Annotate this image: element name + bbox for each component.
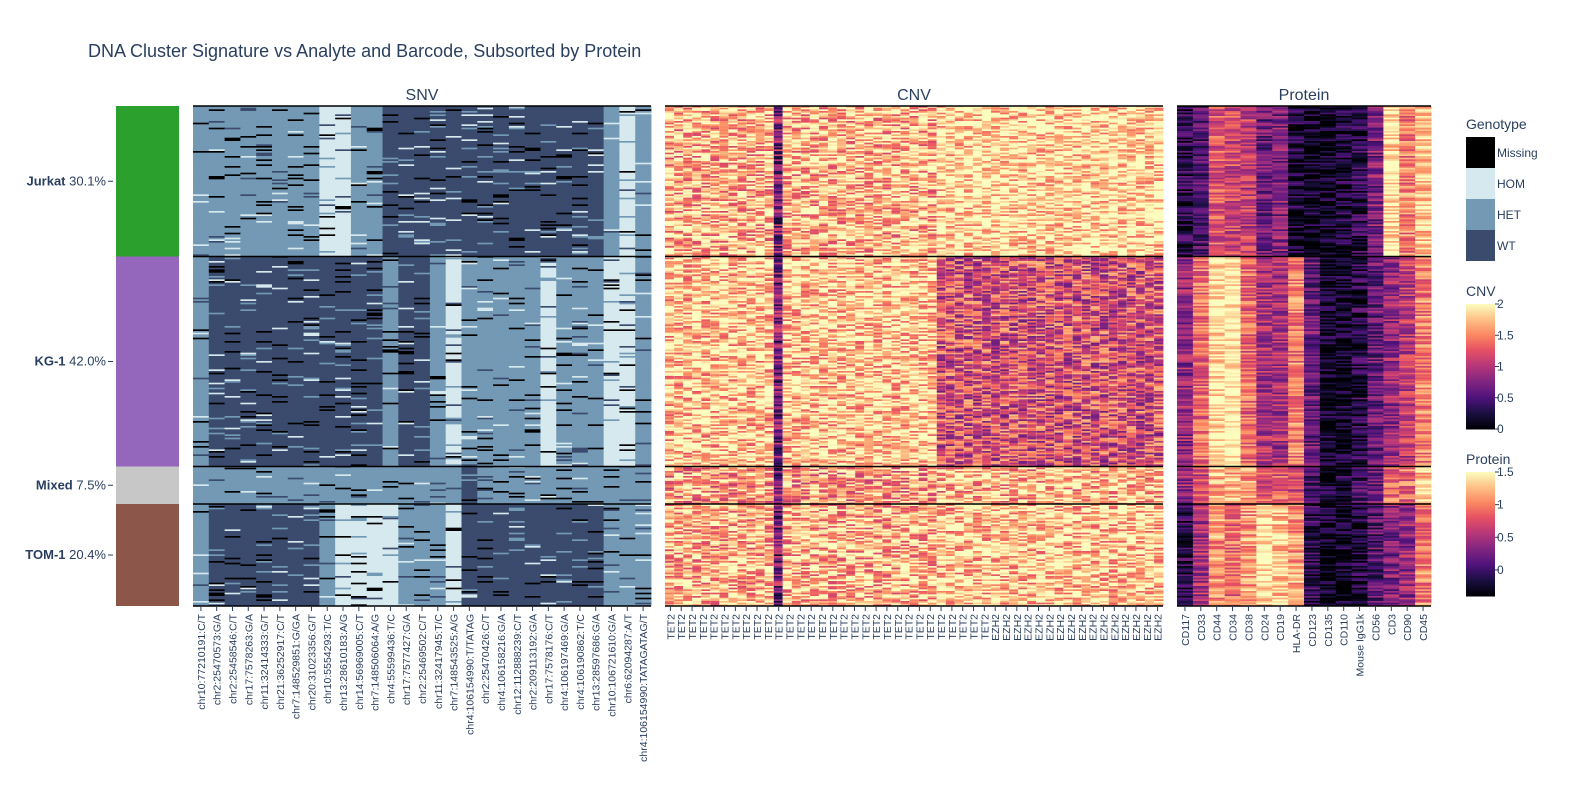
cluster-labels: Jurkat 30.1% KG-1 42.0% Mixed 7.5% TOM-1 20… (25, 173, 113, 562)
cluster-label: Jurkat 30.1% (26, 173, 106, 188)
chart-title: DNA Cluster Signature vs Analyte and Bar… (88, 41, 641, 61)
panel-title: SNV (406, 87, 439, 104)
cluster-bar-segment (116, 467, 179, 505)
cluster-bar-segment (116, 504, 179, 606)
cluster-label: KG-1 42.0% (34, 354, 106, 369)
cluster-bar-segment (116, 257, 179, 467)
cluster-bar-segment (116, 106, 179, 257)
cluster-bar (116, 106, 179, 606)
cluster-label: TOM-1 20.4% (25, 547, 106, 562)
cluster-label: Mixed 7.5% (36, 477, 107, 492)
